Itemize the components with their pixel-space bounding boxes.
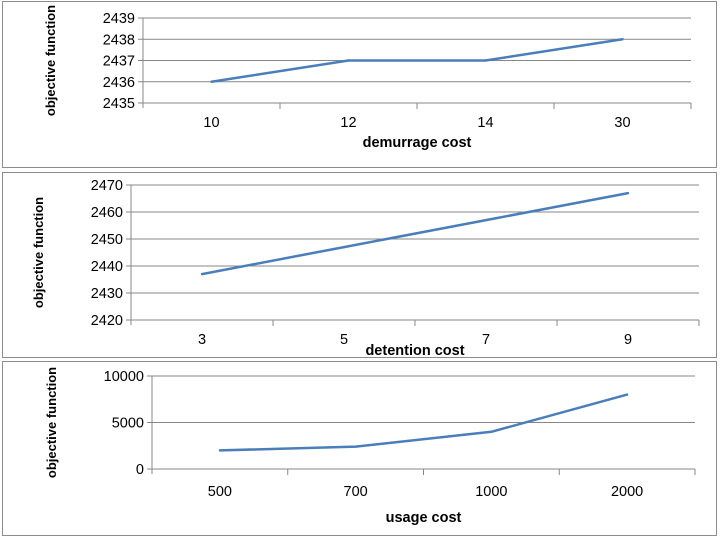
- detention-y-tick-label-2: 2440: [91, 259, 123, 275]
- usage-series-line: [219, 393, 628, 452]
- demurrage-x-tick-label-3: 30: [614, 115, 630, 131]
- usage-x-tick-label-3: 2000: [611, 484, 643, 500]
- detention-y-tick-label-0: 2420: [91, 313, 123, 329]
- detention-data-point-0: [200, 272, 204, 276]
- demurrage-data-point-0: [210, 80, 213, 83]
- usage-cost-chart: 0 5000 10000 500 700 1000 2000 usage cost object…: [44, 367, 696, 526]
- demurrage-y-tick-label-4: 2439: [103, 11, 135, 27]
- usage-x-axis-label: usage cost: [386, 510, 462, 526]
- detention-x-axis-label: detention cost: [365, 343, 464, 357]
- detention-x-tick-label-3: 9: [624, 332, 632, 348]
- demurrage-x-tick-label-1: 12: [340, 115, 356, 131]
- demurrage-cost-chart: 2435 2436 2437 2438 2439 10 12 14 30 demurrage co…: [43, 5, 692, 151]
- demurrage-data-point-3: [621, 38, 624, 41]
- usage-y-tick-label-2: 10000: [104, 369, 144, 385]
- demurrage-y-tick-label-0: 2435: [103, 96, 135, 112]
- usage-data-point-3: [625, 393, 629, 396]
- detention-y-tick-label-4: 2460: [91, 205, 123, 221]
- usage-data-point-2: [490, 430, 493, 433]
- usage-x-tick-label-0: 500: [208, 484, 232, 500]
- detention-data-point-3: [626, 191, 630, 195]
- detention-y-tick-label-5: 2470: [91, 178, 123, 194]
- detention-series-line: [201, 191, 629, 276]
- demurrage-series-line: [211, 38, 623, 83]
- usage-x-tick-label-1: 700: [344, 484, 368, 500]
- demurrage-x-tick-label-0: 10: [203, 115, 219, 131]
- detention-cost-chart: 2420 2430 2440 2450 2460 2470 3 5 7 9 detention co…: [31, 178, 700, 357]
- detention-data-point-2: [484, 218, 488, 222]
- usage-y-tick-label-0: 0: [136, 462, 144, 478]
- usage-y-axis-label: objective function: [44, 367, 59, 478]
- detention-y-tick-label-3: 2450: [91, 232, 123, 248]
- usage-y-tick-label-1: 5000: [112, 416, 144, 432]
- usage-x-tick-label-2: 1000: [475, 484, 507, 500]
- chart-panel-detention: 2420 2430 2440 2450 2460 2470 3 5 7 9 detention co…: [2, 172, 717, 358]
- demurrage-y-axis-label: objective function: [43, 5, 58, 116]
- demurrage-data-point-2: [484, 59, 487, 62]
- demurrage-y-tick-label-2: 2437: [103, 54, 135, 70]
- demurrage-x-tick-label-2: 14: [477, 115, 493, 131]
- demurrage-y-tick-label-1: 2436: [103, 75, 135, 91]
- detention-y-axis-label: objective function: [31, 197, 46, 308]
- chart-panel-usage: 0 5000 10000 500 700 1000 2000 usage cost object…: [2, 361, 717, 536]
- usage-data-point-0: [218, 449, 222, 452]
- chart-panel-demurrage: 2435 2436 2437 2438 2439 10 12 14 30 demurrage co…: [2, 1, 717, 168]
- detention-x-tick-label-2: 7: [482, 332, 490, 348]
- demurrage-y-tick-label-3: 2438: [103, 32, 135, 48]
- detention-x-tick-label-0: 3: [198, 332, 206, 348]
- usage-data-point-1: [354, 445, 357, 448]
- demurrage-data-point-1: [347, 59, 350, 62]
- detention-y-tick-label-1: 2430: [91, 286, 123, 302]
- detention-x-tick-label-1: 5: [340, 332, 348, 348]
- demurrage-x-axis-label: demurrage cost: [363, 135, 472, 151]
- detention-data-point-1: [342, 245, 346, 249]
